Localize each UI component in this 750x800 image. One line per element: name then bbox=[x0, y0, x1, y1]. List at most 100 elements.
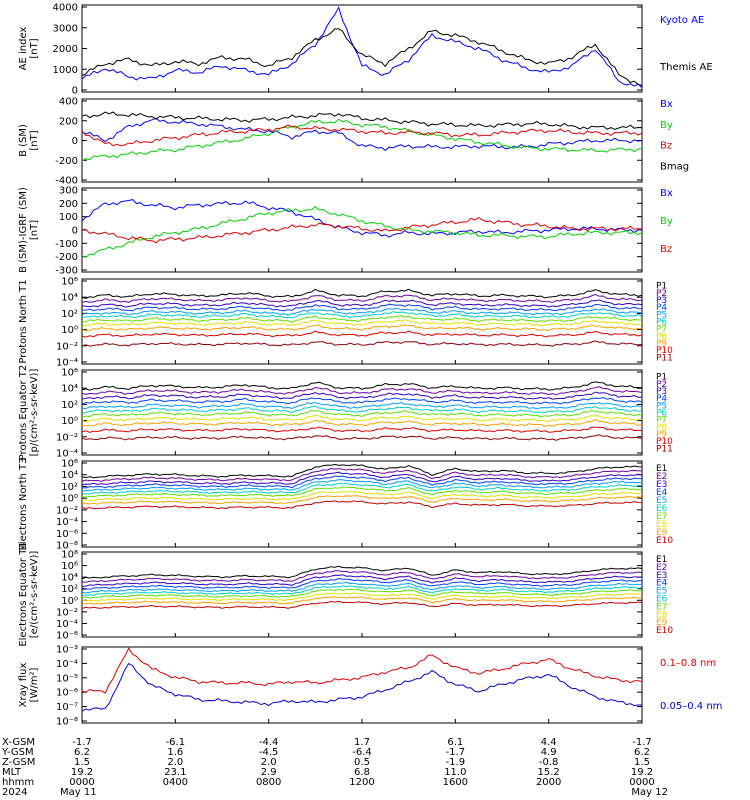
x-axis-value: 23.1 bbox=[164, 767, 186, 778]
panel-frame bbox=[81, 4, 643, 93]
y-tick-label: 0 bbox=[72, 136, 78, 147]
x-axis-table: X-GSM -1.7 -6.1 -4.4 1.7 6.1 4.4 -1.7Y-GSM 6.2 1.… bbox=[1, 737, 668, 798]
channel-line-e2 bbox=[81, 467, 643, 482]
legend-label: 0.1–0.8 nm bbox=[660, 658, 716, 669]
y-tick-label: 10⁻⁴ bbox=[56, 358, 78, 369]
legend-label: E7 bbox=[656, 602, 667, 612]
series-line-0-1-0-8-nm bbox=[81, 647, 643, 694]
x-axis-value: 1200 bbox=[349, 777, 374, 788]
channel-line-p2 bbox=[81, 386, 643, 396]
legend-label: P6 bbox=[656, 318, 667, 328]
legend-label: E2 bbox=[656, 563, 667, 573]
legend-label: By bbox=[660, 216, 673, 227]
legend-label: By bbox=[660, 120, 673, 131]
legend-label: E9 bbox=[656, 528, 668, 538]
legend-label: P2 bbox=[656, 289, 667, 299]
series-line-bmag bbox=[81, 111, 643, 131]
x-axis-value: May 11 bbox=[60, 787, 97, 798]
x-axis-row-label: hhmm bbox=[2, 777, 34, 788]
chart-panel-2: B (SM) [nT] 400 200 0 -200 -400 Bx By Bz Bmag bbox=[18, 97, 689, 187]
y-tick-label: 10⁶ bbox=[61, 277, 78, 288]
x-axis-value: 15.2 bbox=[538, 767, 560, 778]
legend-label: E6 bbox=[656, 594, 668, 604]
channel-line-p10 bbox=[81, 426, 643, 433]
legend-label: P10 bbox=[656, 437, 673, 447]
channel-line-p3 bbox=[81, 391, 643, 400]
y-tick-label: 10⁻⁴ bbox=[56, 449, 78, 460]
chart-panel-5: Protons Equator T2 [p/(cm²-s-sr-keV)] 10⁶ 1… bbox=[18, 365, 673, 461]
x-axis-row-label: Z-GSM bbox=[2, 757, 35, 768]
legend-label: E9 bbox=[656, 618, 668, 628]
legend-label: E10 bbox=[656, 536, 673, 546]
channel-line-p5 bbox=[81, 307, 643, 316]
x-axis-value: 0.5 bbox=[354, 757, 370, 768]
channel-line-e10 bbox=[81, 500, 643, 510]
channel-line-e7 bbox=[81, 588, 643, 599]
legend-label: Bx bbox=[660, 188, 673, 199]
legend-label: Bx bbox=[660, 99, 673, 110]
legend-label: P7 bbox=[656, 325, 667, 335]
x-axis-value: 2000 bbox=[536, 777, 561, 788]
channel-line-p3 bbox=[81, 299, 643, 308]
channel-line-e9 bbox=[81, 495, 643, 505]
channel-line-p5 bbox=[81, 401, 643, 410]
channel-line-e6 bbox=[82, 482, 643, 495]
y-axis-unit-label: [p/(cm²-s-sr-keV)] bbox=[29, 369, 40, 457]
x-axis-value: 0400 bbox=[163, 777, 188, 788]
channel-line-p4 bbox=[81, 303, 643, 312]
channel-line-e2 bbox=[81, 570, 643, 583]
legend-label: E3 bbox=[656, 480, 667, 490]
y-tick-label: 10⁶ bbox=[61, 561, 78, 572]
channel-line-p9 bbox=[81, 324, 643, 332]
channel-line-p7 bbox=[81, 409, 643, 418]
x-axis-value: 6.2 bbox=[634, 747, 650, 758]
channel-line-p1 bbox=[81, 288, 643, 299]
y-tick-label: 10⁻⁶ bbox=[56, 688, 78, 699]
legend-label: E1 bbox=[656, 555, 667, 565]
y-tick-label: 10⁰ bbox=[61, 494, 78, 505]
y-tick-label: 10⁻⁷ bbox=[56, 702, 78, 713]
legend-label: P4 bbox=[656, 394, 667, 404]
series-line-bz bbox=[81, 124, 643, 147]
channel-line-e5 bbox=[81, 581, 643, 594]
legend-label: P11 bbox=[656, 353, 673, 363]
x-axis-value: -4.5 bbox=[259, 747, 279, 758]
legend-label: P5 bbox=[656, 401, 667, 411]
legend-label: E8 bbox=[656, 610, 668, 620]
x-axis-value: 0000 bbox=[69, 777, 94, 788]
legend-label: E2 bbox=[656, 472, 667, 482]
legend-label: Bz bbox=[660, 141, 672, 152]
channel-line-p11 bbox=[81, 434, 643, 441]
y-tick-label: 10⁰ bbox=[61, 325, 78, 336]
y-axis-unit-label: [nT] bbox=[29, 220, 40, 240]
channel-line-e4 bbox=[81, 475, 642, 489]
channel-line-e7 bbox=[81, 486, 643, 498]
legend-label: E5 bbox=[656, 587, 667, 597]
y-tick-label: 10⁻⁶ bbox=[56, 529, 78, 540]
y-tick-label: -100 bbox=[55, 239, 78, 250]
legend-label: E5 bbox=[656, 496, 667, 506]
y-tick-label: -200 bbox=[55, 156, 78, 167]
x-axis-value: -1.7 bbox=[72, 737, 92, 748]
chart-panel-1: AE index [nT] 4000 3000 2000 1000 0 Kyoto AE The… bbox=[18, 3, 713, 97]
legend-label: E3 bbox=[656, 571, 667, 581]
y-tick-label: 10⁴ bbox=[61, 470, 78, 481]
channel-line-p6 bbox=[81, 311, 643, 319]
y-tick-label: 10⁶ bbox=[61, 368, 78, 379]
channel-line-e4 bbox=[81, 577, 643, 591]
y-axis-label: AE index bbox=[18, 27, 29, 71]
y-tick-label: 200 bbox=[59, 199, 78, 210]
y-tick-label: -300 bbox=[55, 266, 78, 277]
legend-label: 0.05–0.4 nm bbox=[660, 701, 722, 712]
series-line-0-05-0-4-nm bbox=[81, 662, 642, 712]
y-tick-label: 10⁻³ bbox=[56, 645, 78, 656]
x-axis-value: 1600 bbox=[443, 777, 468, 788]
x-axis-value: 4.4 bbox=[541, 737, 557, 748]
y-tick-label: 10² bbox=[61, 309, 78, 320]
y-tick-label: 10⁻⁵ bbox=[56, 673, 78, 684]
y-tick-label: 100 bbox=[59, 212, 78, 223]
y-axis-label: Xray flux bbox=[18, 663, 29, 708]
x-axis-value: 11.0 bbox=[444, 767, 466, 778]
channel-line-p6 bbox=[81, 405, 643, 414]
channel-line-p11 bbox=[81, 340, 643, 347]
